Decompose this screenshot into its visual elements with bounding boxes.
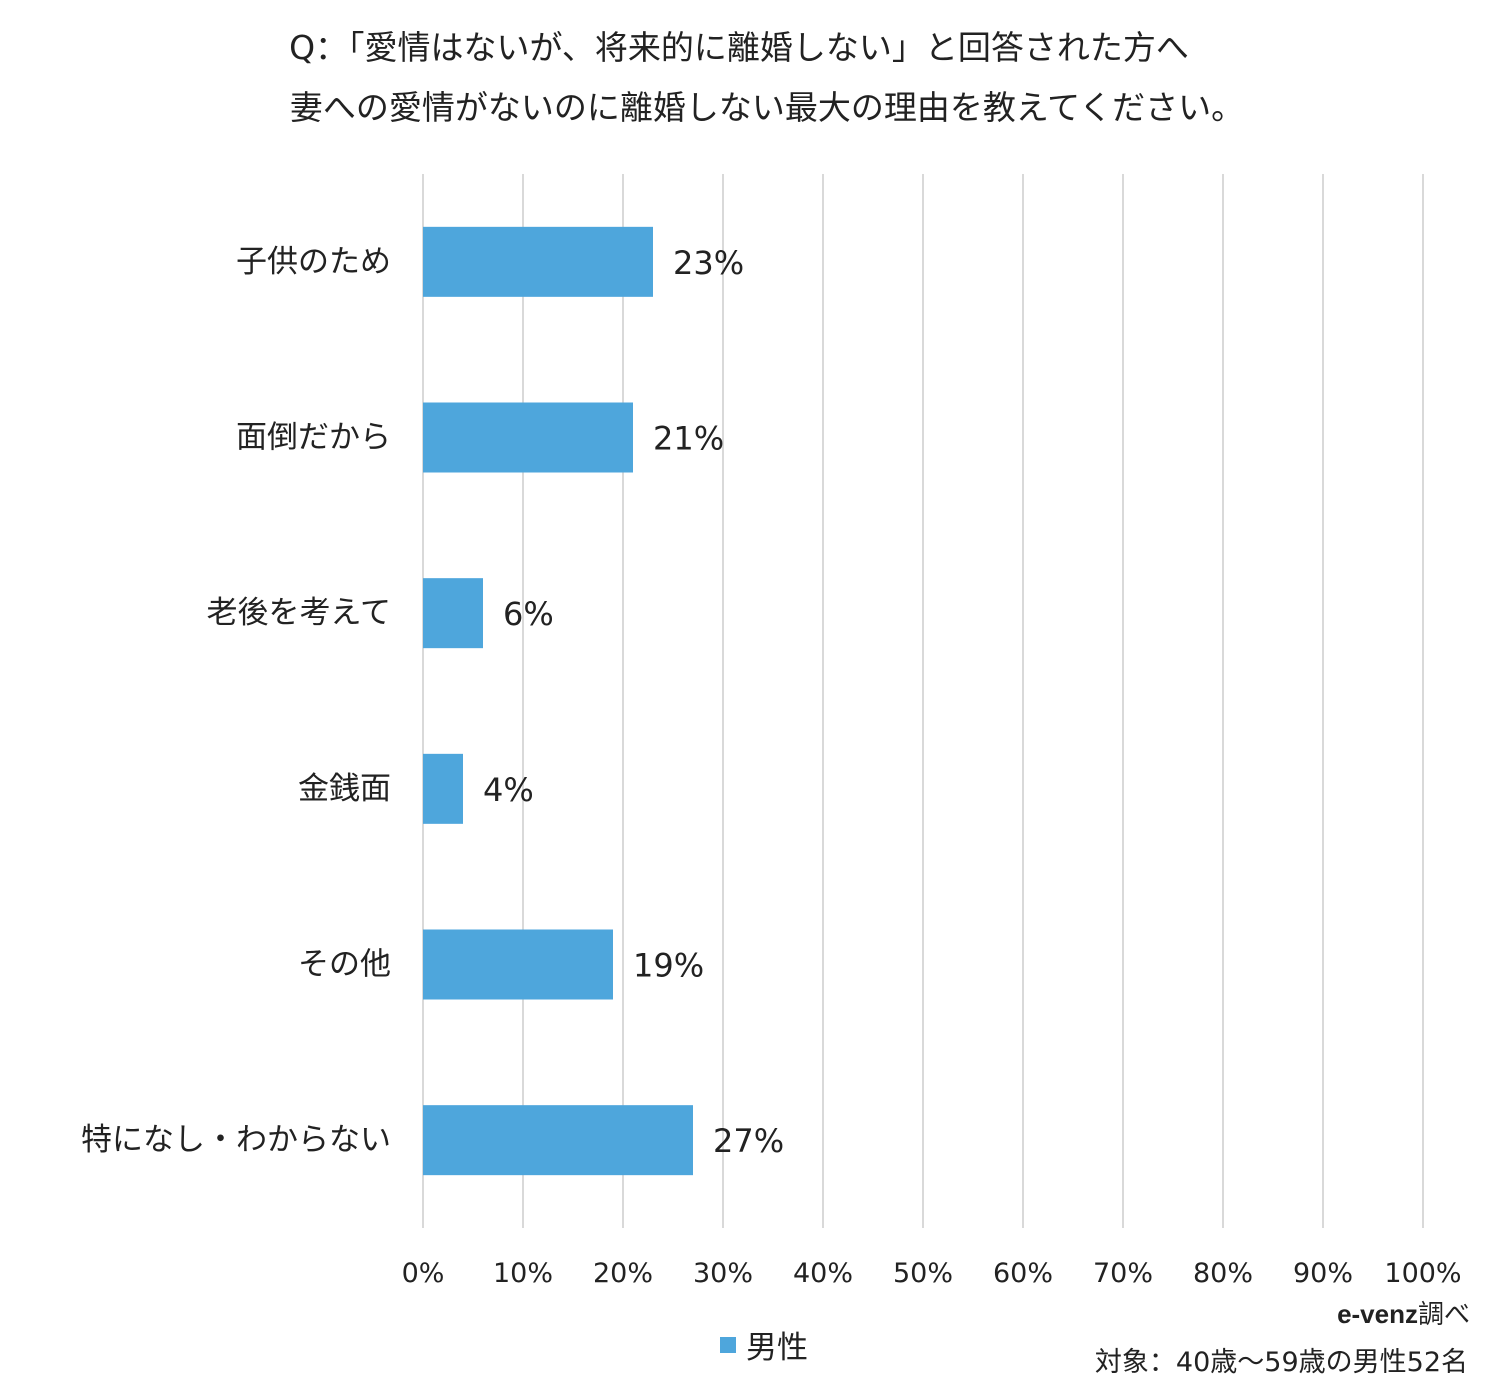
x-tick-label: 70% [1093,1258,1153,1289]
legend-label: 男性 [746,1330,808,1366]
chart-title-line-2: 妻への愛情がないのに離婚しない最大の理由を教えてください。 [289,88,1245,127]
target-note: 対象：40歳〜59歳の男性52名 [1094,1347,1468,1378]
bar [423,929,613,1000]
data-label: 23% [673,244,744,282]
x-tick-label: 10% [493,1258,553,1289]
bar [423,1105,693,1176]
category-label: その他 [298,947,391,983]
bar [423,578,483,649]
x-tick-label: 50% [893,1258,953,1289]
data-label: 19% [633,947,704,985]
category-label: 面倒だから [236,420,391,456]
category-label: 子供のため [236,244,391,280]
category-label: 特になし・わからない [81,1122,391,1158]
x-tick-label: 30% [693,1258,753,1289]
bar [423,753,463,824]
x-tick-label: 20% [593,1258,653,1289]
x-tick-label: 40% [793,1258,853,1289]
data-label: 27% [713,1122,784,1160]
data-label: 6% [503,595,554,633]
bar [423,402,633,473]
source-credit: e-venz調べ [1337,1294,1470,1331]
data-label: 21% [653,420,724,458]
source-suffix: 調べ [1417,1300,1470,1330]
x-tick-label: 100% [1384,1258,1461,1289]
category-label: 老後を考えて [207,595,391,631]
bar [423,226,653,297]
legend-swatch [720,1336,736,1353]
source-org: e-venz [1337,1299,1418,1329]
x-tick-label: 0% [402,1258,445,1289]
x-tick-label: 90% [1293,1258,1353,1289]
data-label: 4% [483,771,534,809]
chart-title-line-1: Q：「愛情はないが、将来的に離婚しない」と回答された方へ [289,28,1189,67]
legend: 男性 [720,1322,808,1367]
x-tick-label: 80% [1193,1258,1253,1289]
x-tick-label: 60% [993,1258,1053,1289]
category-label: 金銭面 [298,771,391,807]
